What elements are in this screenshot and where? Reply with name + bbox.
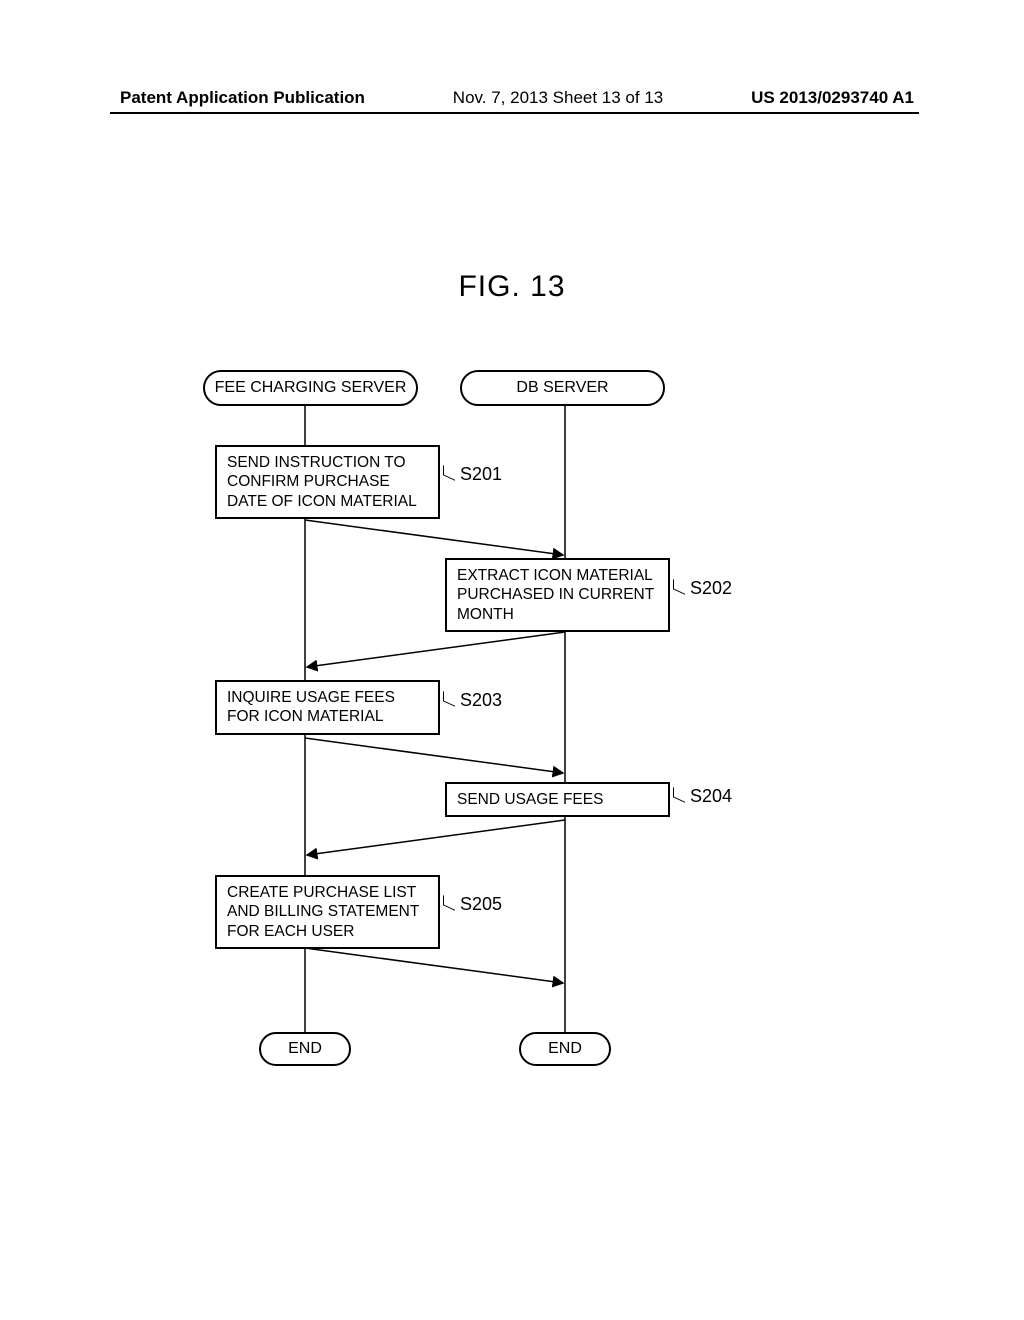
step-label-s205: S205 [460, 894, 502, 915]
header-date-sheet: Nov. 7, 2013 Sheet 13 of 13 [453, 88, 663, 108]
step-label-s204: S204 [690, 786, 732, 807]
process-s204: SEND USAGE FEES [445, 782, 670, 817]
terminal-end-right: END [519, 1032, 611, 1066]
page-header: Patent Application Publication Nov. 7, 2… [0, 88, 1024, 108]
figure-title: FIG. 13 [0, 270, 1024, 304]
lane-header-db-server: DB SERVER [460, 370, 665, 406]
header-pub-number: US 2013/0293740 A1 [751, 88, 914, 108]
step-label-s202: S202 [690, 578, 732, 599]
terminal-end-left: END [259, 1032, 351, 1066]
process-s205: CREATE PURCHASE LIST AND BILLING STATEME… [215, 875, 440, 949]
process-s202: EXTRACT ICON MATERIAL PURCHASED IN CURRE… [445, 558, 670, 632]
lane-header-fee-server: FEE CHARGING SERVER [203, 370, 418, 406]
step-label-s203: S203 [460, 690, 502, 711]
header-publication: Patent Application Publication [120, 88, 365, 108]
step-label-s201: S201 [460, 464, 502, 485]
flowchart-diagram: FEE CHARGING SERVER DB SERVER SEND INSTR… [195, 370, 835, 1090]
process-s201: SEND INSTRUCTION TO CONFIRM PURCHASE DAT… [215, 445, 440, 519]
header-rule [110, 112, 919, 114]
process-s203: INQUIRE USAGE FEES FOR ICON MATERIAL [215, 680, 440, 735]
